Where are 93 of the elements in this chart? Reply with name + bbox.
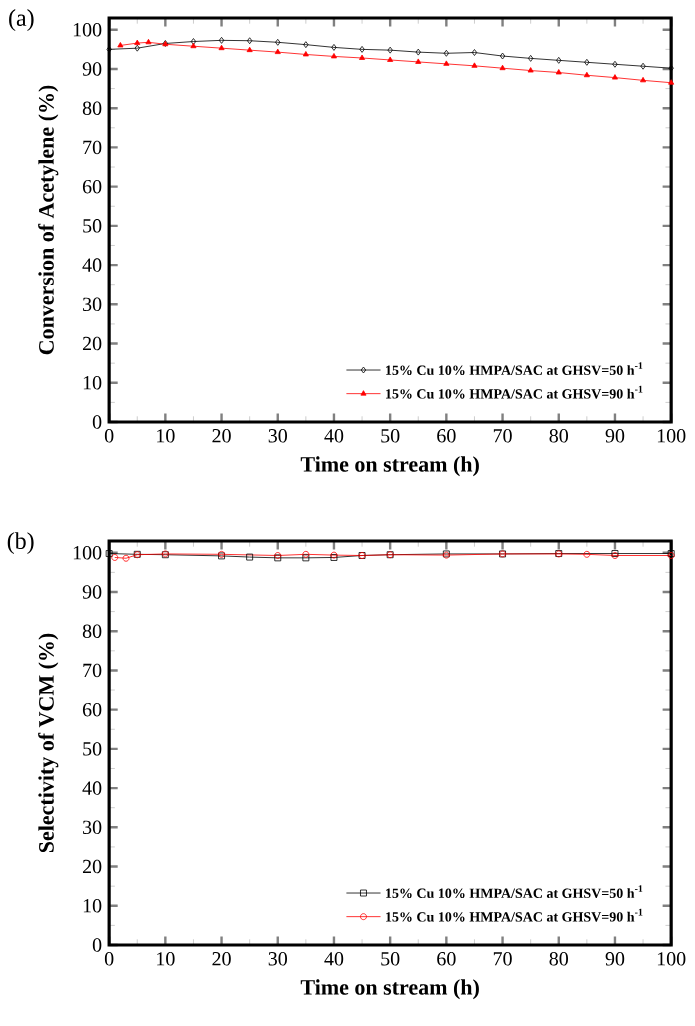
y-tick-label: 70	[83, 140, 102, 155]
y-tick-label: 90	[82, 585, 102, 599]
x-tick-label: 40	[324, 952, 344, 966]
x-tick-label: 30	[268, 952, 287, 966]
point	[134, 44, 140, 52]
legend-label: 15% Cu 10% HMPA/SAC at GHSV=90 h$^{-1}$	[386, 908, 643, 922]
x-tick-label: 40	[324, 429, 344, 443]
y-tick-label: 0	[92, 938, 102, 952]
point	[471, 49, 478, 56]
point	[640, 62, 646, 70]
point	[246, 37, 253, 45]
y-tick-label: 0	[92, 415, 102, 429]
legend-label: 15% Cu 10% HMPA/SAC at GHSV=50 h$^{-1}$	[386, 885, 643, 899]
text: (a)	[9, 9, 34, 31]
y-tick-label: 30	[82, 820, 102, 835]
point	[358, 54, 365, 60]
point	[117, 42, 124, 48]
point	[218, 44, 225, 51]
y-tick-label: 10	[83, 376, 102, 390]
point	[275, 38, 281, 46]
y-tick-label: 10	[83, 899, 102, 913]
point	[274, 48, 281, 55]
y-tick-label: 70	[83, 663, 102, 678]
point	[443, 60, 450, 66]
x-tick-label: 60	[437, 952, 456, 966]
point	[190, 42, 197, 49]
point	[359, 45, 365, 53]
point	[471, 62, 478, 68]
point	[303, 41, 309, 49]
y-tick-label: 100	[73, 23, 102, 37]
point	[387, 46, 393, 54]
x-tick-label: 0	[104, 429, 114, 443]
point	[387, 56, 394, 62]
x-tick-label: 10	[157, 952, 175, 966]
point	[246, 46, 253, 53]
x-tick-label: 70	[493, 952, 512, 966]
legend-label: 15% Cu 10% HMPA/SAC at GHSV=50 h$^{-1}$	[386, 362, 643, 376]
point	[556, 56, 562, 64]
x-tick-label: 50	[381, 429, 400, 443]
y-tick-label: 20	[82, 859, 102, 874]
y-tick-label: 80	[82, 101, 102, 115]
x-tick-label: 20	[212, 952, 231, 966]
point	[190, 38, 197, 45]
x-tick-label: 10	[157, 429, 175, 443]
y-tick-label: 40	[82, 781, 102, 795]
x-tick-label: 30	[268, 429, 287, 443]
y-tick-label: 20	[82, 336, 102, 351]
y-tick-label: 80	[82, 624, 102, 638]
point	[584, 58, 590, 66]
point	[527, 54, 534, 62]
point	[612, 60, 618, 68]
y-tick-label: 40	[82, 258, 102, 272]
point	[583, 71, 590, 78]
point	[145, 38, 152, 45]
y-tick-label: 100	[73, 546, 102, 560]
x-tick-label: 20	[212, 429, 231, 443]
legend-label: 15% Cu 10% HMPA/SAC at GHSV=90 h$^{-1}$	[386, 385, 643, 399]
point	[639, 76, 646, 83]
x-tick-label: 80	[549, 429, 568, 443]
y-tick-label: 60	[82, 179, 102, 194]
point	[331, 44, 337, 51]
x-axis-title: Time on stream (h)	[300, 979, 479, 1000]
point	[415, 58, 422, 64]
x-tick-label: 90	[605, 429, 625, 443]
point	[134, 39, 141, 45]
point	[555, 69, 562, 75]
point	[218, 36, 225, 44]
point	[499, 52, 506, 60]
point	[443, 49, 449, 57]
x-tick-label: 100	[657, 429, 686, 443]
x-tick-label: 0	[104, 952, 114, 966]
x-tick-label: 90	[605, 952, 625, 966]
point	[668, 79, 675, 85]
y-tick-label: 90	[82, 62, 102, 76]
x-tick-label: 80	[549, 952, 568, 966]
y-axis-title: Selectivity of VCM (%)	[38, 633, 59, 853]
point	[611, 74, 618, 80]
y-tick-label: 60	[82, 702, 102, 717]
text: (b)	[7, 532, 34, 554]
y-tick-label: 30	[82, 297, 102, 312]
y-tick-label: 50	[83, 219, 102, 233]
x-tick-label: 50	[381, 952, 400, 966]
x-tick-label: 100	[657, 952, 686, 966]
point	[302, 51, 309, 57]
point	[330, 53, 337, 59]
x-tick-label: 70	[493, 429, 512, 443]
point	[415, 48, 421, 56]
x-tick-label: 60	[437, 429, 456, 443]
point	[499, 64, 506, 71]
y-axis-title: Conversion of Acetylene (%)	[38, 85, 59, 355]
point	[527, 67, 534, 73]
y-tick-label: 50	[83, 742, 102, 756]
x-axis-title: Time on stream (h)	[300, 456, 479, 477]
